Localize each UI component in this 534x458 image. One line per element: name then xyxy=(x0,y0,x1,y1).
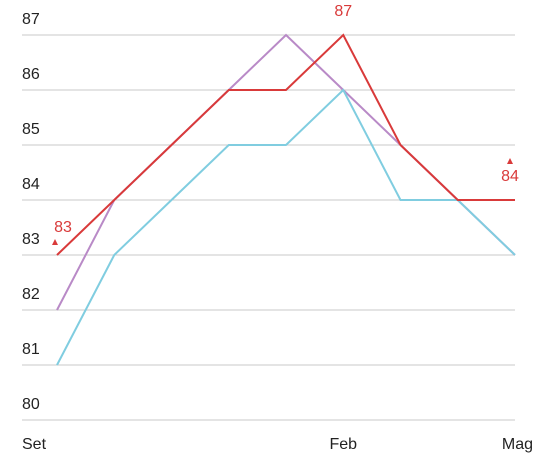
marker xyxy=(507,158,513,164)
y-tick-label: 83 xyxy=(22,231,40,248)
y-tick-label: 81 xyxy=(22,341,40,358)
data-label: 83 xyxy=(54,219,72,236)
series-line xyxy=(56,33,515,256)
y-tick-label: 80 xyxy=(22,396,40,413)
data-label: 87 xyxy=(334,3,352,20)
y-tick-label: 87 xyxy=(22,11,40,28)
x-tick-label: Set xyxy=(22,436,47,453)
series-line xyxy=(56,33,516,311)
marker xyxy=(52,239,58,245)
y-tick-label: 86 xyxy=(22,66,40,83)
y-tick-label: 82 xyxy=(22,286,40,303)
y-tick-label: 84 xyxy=(22,176,40,193)
series-line xyxy=(56,88,516,366)
y-tick-label: 85 xyxy=(22,121,40,138)
data-label: 84 xyxy=(501,168,519,185)
x-tick-label: Feb xyxy=(329,436,357,453)
x-tick-label: Mag xyxy=(502,436,533,453)
